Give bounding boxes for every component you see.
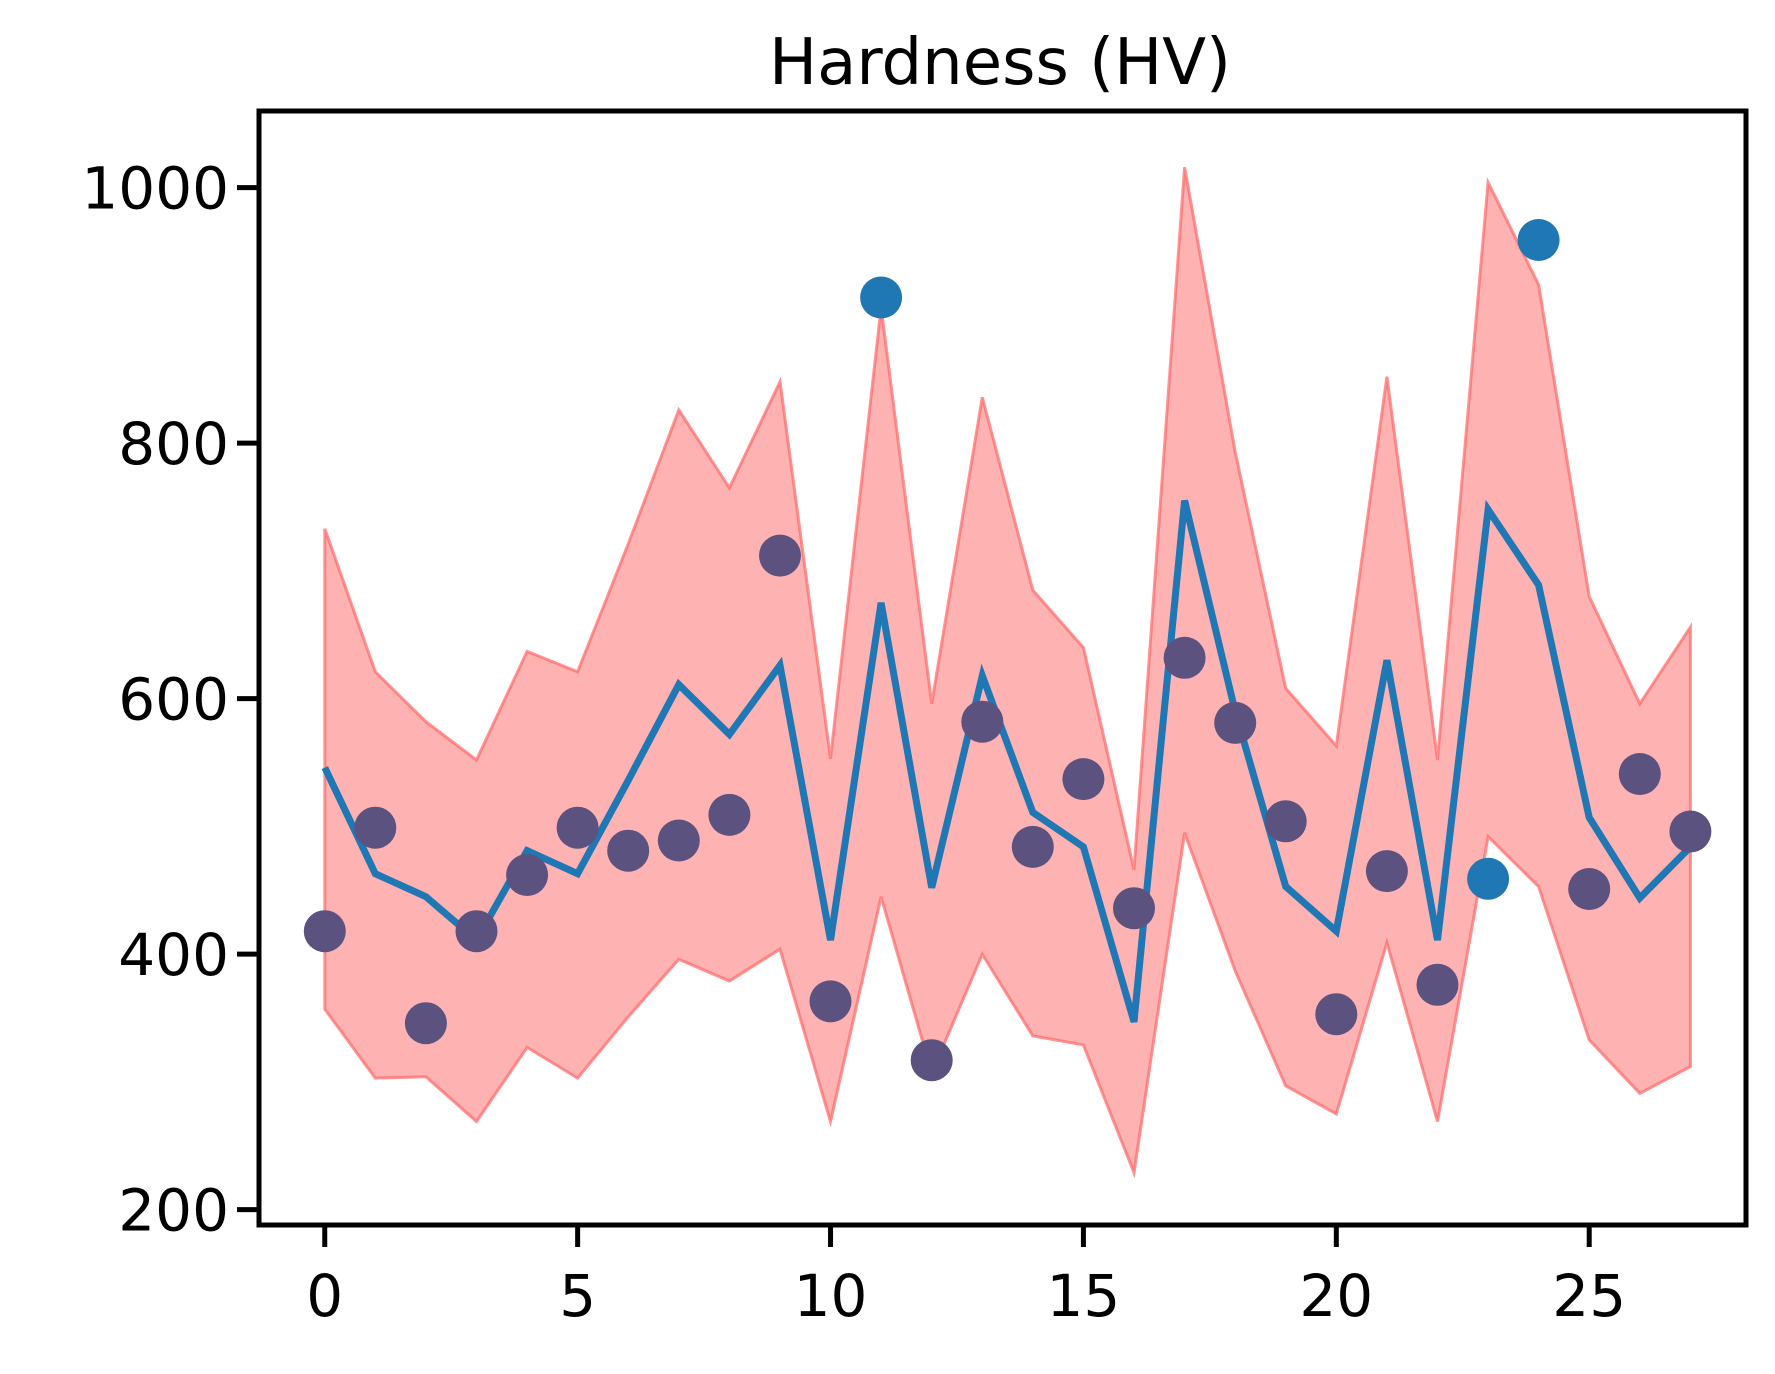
confidence-band — [323, 166, 1692, 1179]
y-tick-label: 400 — [118, 921, 229, 989]
data-point — [759, 534, 801, 577]
data-point — [1264, 800, 1307, 843]
x-tick-label: 20 — [1299, 1262, 1373, 1330]
data-point — [303, 910, 346, 953]
data-point — [1214, 701, 1257, 744]
data-point — [1467, 857, 1510, 900]
data-point — [860, 276, 903, 319]
data-point — [1365, 850, 1408, 893]
y-tick-label: 200 — [118, 1177, 229, 1245]
y-tick-label: 800 — [118, 410, 229, 478]
mean-line — [321, 499, 1693, 1023]
axes-layer: 0 5 10 15 20 25 200 400 600 800 1000 — [81, 108, 1749, 1330]
data-point — [404, 1002, 447, 1045]
data-point — [1568, 868, 1611, 910]
data-point — [809, 980, 852, 1023]
data-points-layer — [303, 219, 1712, 1082]
y-tick-label: 1000 — [81, 155, 229, 223]
x-tick-label: 10 — [794, 1262, 868, 1330]
x-tick-label: 5 — [559, 1262, 596, 1330]
data-point — [1517, 219, 1560, 261]
mean-line-layer — [321, 499, 1693, 1023]
plot-frame — [256, 108, 1749, 1228]
data-point — [607, 829, 650, 872]
data-point — [1618, 753, 1661, 795]
data-point — [354, 806, 397, 849]
x-tick-label: 0 — [306, 1262, 343, 1330]
data-point — [556, 806, 599, 849]
data-point — [961, 700, 1004, 743]
data-point — [1062, 758, 1105, 801]
data-point — [1011, 825, 1054, 868]
data-point — [1163, 636, 1206, 679]
data-point — [708, 793, 751, 836]
x-tick-label: 25 — [1552, 1262, 1626, 1330]
data-point — [657, 819, 700, 862]
data-point — [506, 854, 549, 896]
data-point — [1669, 810, 1712, 853]
data-point — [455, 910, 498, 953]
data-point — [910, 1039, 953, 1082]
confidence-band-layer — [323, 166, 1692, 1179]
chart-title: Hardness (HV) — [769, 26, 1231, 100]
data-point — [1315, 993, 1358, 1036]
y-tick-label: 600 — [118, 666, 229, 734]
x-tick-label: 15 — [1047, 1262, 1121, 1330]
data-point — [1416, 963, 1459, 1006]
data-point — [1113, 887, 1155, 930]
